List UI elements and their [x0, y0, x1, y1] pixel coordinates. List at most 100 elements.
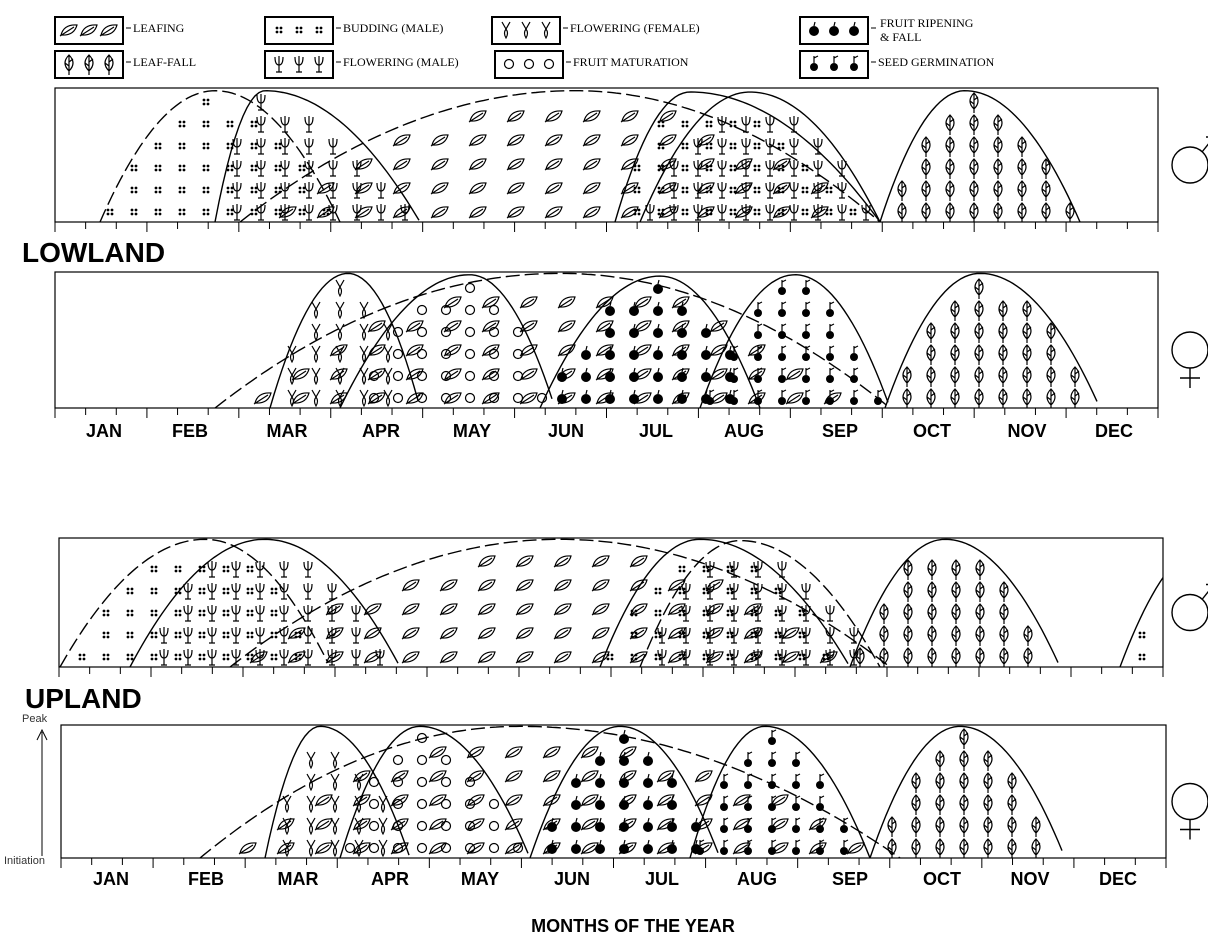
bud — [662, 143, 665, 146]
bud — [203, 99, 206, 102]
bud — [275, 654, 278, 657]
bud — [778, 187, 781, 190]
bud — [227, 187, 230, 190]
seed — [744, 825, 752, 833]
month-label: DEC — [1099, 869, 1137, 889]
bud — [175, 632, 178, 635]
bud — [131, 213, 134, 216]
bud — [227, 121, 230, 124]
month-label: FEB — [188, 869, 224, 889]
fruit — [667, 778, 677, 788]
bud — [207, 169, 210, 172]
bud — [751, 632, 754, 635]
bud — [662, 125, 665, 128]
bud — [199, 654, 202, 657]
bud — [155, 636, 158, 639]
bud — [207, 213, 210, 216]
bud — [734, 209, 737, 212]
bud — [227, 592, 230, 595]
bud — [231, 169, 234, 172]
seed — [706, 397, 714, 405]
bud — [706, 209, 709, 212]
bud — [203, 592, 206, 595]
bud — [227, 654, 230, 657]
seed — [744, 759, 752, 767]
bud — [607, 654, 610, 657]
month-label: NOV — [1007, 421, 1046, 441]
bud — [1191, 614, 1194, 617]
bud — [734, 213, 737, 216]
bud — [754, 121, 757, 124]
bud-icon — [1187, 588, 1194, 595]
bud — [227, 658, 230, 661]
bud — [754, 191, 757, 194]
bud — [251, 143, 254, 146]
fruit — [629, 350, 639, 360]
seed — [792, 847, 800, 855]
bud — [754, 213, 757, 216]
fruit — [595, 844, 605, 854]
bud — [300, 31, 303, 34]
seed — [850, 63, 858, 71]
bud — [775, 636, 778, 639]
bud — [151, 614, 154, 617]
bud — [159, 165, 162, 168]
legend-label-line: FRUIT RIPENING — [880, 16, 974, 30]
bud — [638, 169, 641, 172]
bud — [227, 632, 230, 635]
bud — [730, 209, 733, 212]
legend-box — [495, 51, 563, 78]
bud — [316, 31, 319, 34]
seed — [744, 847, 752, 855]
bud — [751, 588, 754, 591]
bud — [83, 654, 86, 657]
bud — [830, 209, 833, 212]
fruit — [653, 328, 663, 338]
bud — [203, 610, 206, 613]
bud — [782, 147, 785, 150]
bud — [296, 31, 299, 34]
bud — [727, 658, 730, 661]
bud — [103, 658, 106, 661]
seed — [826, 309, 834, 317]
bud — [734, 165, 737, 168]
bud — [730, 191, 733, 194]
seed — [720, 803, 728, 811]
seed — [754, 375, 762, 383]
bud — [754, 169, 757, 172]
seed — [768, 737, 776, 745]
bud — [280, 27, 283, 30]
bud — [1191, 632, 1194, 635]
bud — [635, 610, 638, 613]
bud — [607, 658, 610, 661]
bud — [135, 191, 138, 194]
bud — [682, 165, 685, 168]
bud — [778, 165, 781, 168]
bud — [131, 654, 134, 657]
month-label: MAR — [278, 869, 319, 889]
fruit — [643, 822, 653, 832]
bud — [683, 566, 686, 569]
fruit — [677, 394, 687, 404]
bud — [199, 614, 202, 617]
fruit — [581, 394, 591, 404]
bud — [706, 165, 709, 168]
bud — [179, 566, 182, 569]
month-label: AUG — [724, 421, 764, 441]
bud — [658, 165, 661, 168]
bud — [751, 592, 754, 595]
bud — [754, 187, 757, 190]
bud-icon — [1187, 566, 1194, 573]
legend-label: FLOWERING (FEMALE) — [570, 21, 700, 35]
seed — [768, 803, 776, 811]
bud — [155, 566, 158, 569]
bud — [159, 147, 162, 150]
seed — [744, 803, 752, 811]
bud — [275, 213, 278, 216]
bud — [155, 169, 158, 172]
bud — [802, 169, 805, 172]
bud — [251, 570, 254, 573]
bud — [183, 121, 186, 124]
bud — [703, 658, 706, 661]
month-label: MAR — [267, 421, 308, 441]
